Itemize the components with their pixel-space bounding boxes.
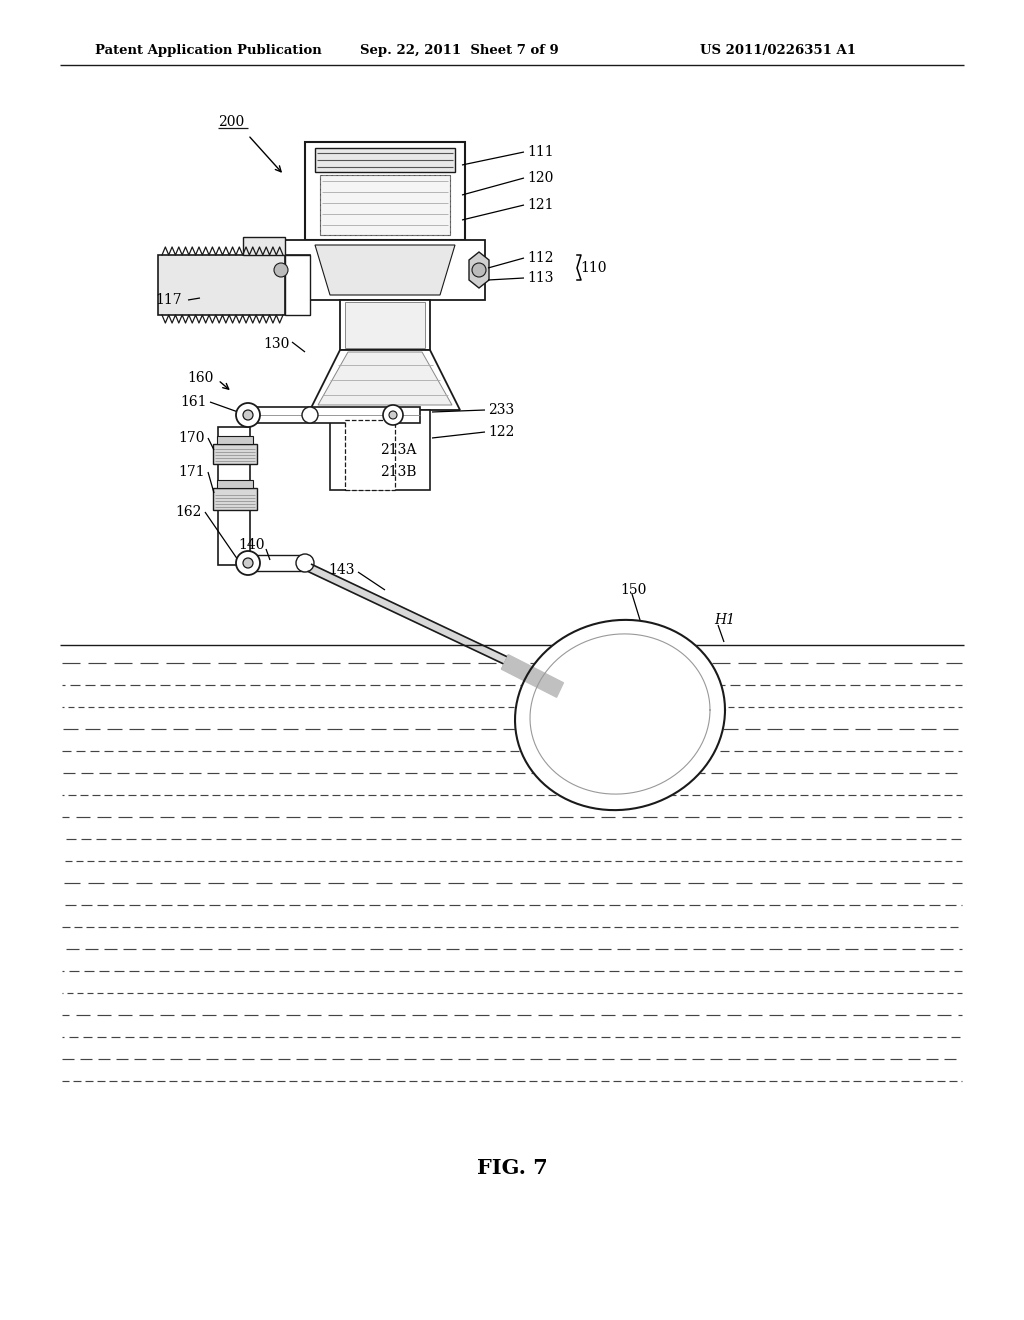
Text: 111: 111: [527, 145, 554, 158]
Bar: [243, 238, 285, 255]
Bar: [345, 420, 395, 490]
Polygon shape: [248, 407, 420, 422]
Polygon shape: [310, 350, 460, 411]
Circle shape: [472, 263, 486, 277]
Text: 161: 161: [180, 395, 207, 409]
Text: 130: 130: [263, 337, 290, 351]
Bar: [305, 143, 465, 240]
Bar: [213, 488, 257, 510]
Circle shape: [236, 403, 260, 426]
Bar: [345, 302, 425, 348]
Text: 113: 113: [527, 271, 554, 285]
Text: 213A: 213A: [380, 444, 417, 457]
Text: 143: 143: [328, 564, 354, 577]
Text: 112: 112: [527, 251, 554, 265]
Bar: [319, 176, 450, 235]
Polygon shape: [502, 655, 563, 697]
Text: H1: H1: [714, 612, 735, 627]
Bar: [217, 480, 253, 488]
Polygon shape: [308, 565, 531, 676]
Bar: [158, 255, 310, 315]
Circle shape: [243, 558, 253, 568]
Text: 233: 233: [488, 403, 514, 417]
Text: 110: 110: [580, 261, 606, 275]
Circle shape: [383, 405, 403, 425]
Bar: [330, 411, 430, 490]
Text: 150: 150: [620, 583, 646, 597]
Text: 162: 162: [175, 506, 202, 519]
Bar: [319, 176, 450, 235]
Bar: [340, 300, 430, 350]
Bar: [217, 436, 253, 444]
Circle shape: [302, 407, 318, 422]
Text: 200: 200: [218, 115, 245, 129]
Text: Sep. 22, 2011  Sheet 7 of 9: Sep. 22, 2011 Sheet 7 of 9: [360, 44, 559, 57]
Text: 171: 171: [178, 465, 205, 479]
Text: 160: 160: [187, 371, 213, 385]
Text: 213B: 213B: [380, 465, 417, 479]
Circle shape: [296, 554, 314, 572]
Text: 117: 117: [155, 293, 181, 308]
Bar: [213, 444, 257, 465]
Text: Patent Application Publication: Patent Application Publication: [95, 44, 322, 57]
Circle shape: [274, 263, 288, 277]
Circle shape: [243, 411, 253, 420]
Bar: [218, 426, 250, 565]
Bar: [315, 148, 455, 172]
Polygon shape: [271, 252, 291, 288]
Text: 121: 121: [527, 198, 554, 213]
Polygon shape: [469, 252, 489, 288]
Polygon shape: [315, 246, 455, 294]
Polygon shape: [318, 352, 452, 405]
Text: 140: 140: [238, 539, 264, 552]
Text: 120: 120: [527, 172, 553, 185]
Bar: [285, 255, 310, 315]
Text: US 2011/0226351 A1: US 2011/0226351 A1: [700, 44, 856, 57]
Text: FIG. 7: FIG. 7: [476, 1158, 548, 1177]
Polygon shape: [515, 620, 725, 810]
Bar: [285, 240, 485, 300]
Text: 122: 122: [488, 425, 514, 440]
Polygon shape: [243, 554, 305, 572]
Circle shape: [236, 550, 260, 576]
Circle shape: [389, 411, 397, 418]
Text: 170: 170: [178, 432, 205, 445]
